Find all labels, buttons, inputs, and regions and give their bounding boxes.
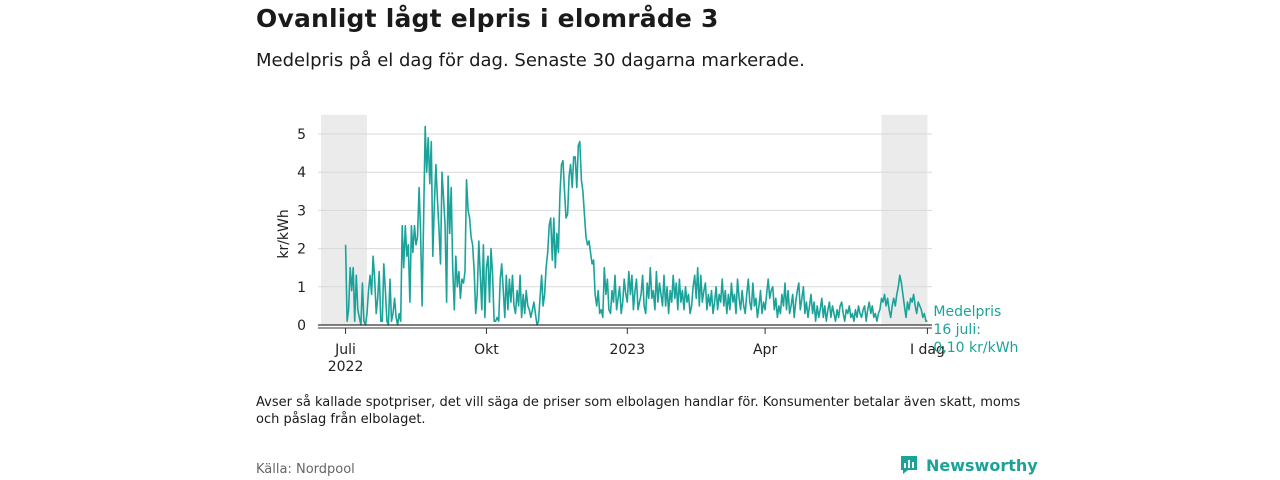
chart-subtitle: Medelpris på el dag för dag. Senaste 30 …	[256, 50, 805, 71]
series-line-0	[344, 125, 928, 326]
x-tick-label-4: I dag	[910, 342, 945, 358]
y-tick-label-1: 1	[297, 280, 306, 296]
x-tick-label-2: 2023	[609, 342, 645, 358]
zero-axis	[318, 324, 932, 329]
brand-name: Newsworthy	[926, 455, 1038, 475]
x-tick-label-1: Okt	[474, 342, 499, 358]
x-tick-sublabel-0: 2022	[328, 359, 364, 375]
newsworthy-logo: Newsworthy	[899, 454, 1038, 476]
footnote: Avser så kallade spotpriser, det vill sä…	[256, 395, 1021, 427]
highlight-band-1	[881, 114, 928, 326]
annotation-line-2: 0,10 kr/kWh	[933, 340, 1018, 356]
annotation-line-0: Medelpris	[933, 304, 1001, 320]
newsworthy-logo-icon	[901, 456, 917, 474]
price-annotation: Medelpris 16 juli: 0,10 kr/kWh	[933, 304, 1018, 356]
annotation-line-1: 16 juli:	[933, 322, 981, 338]
highlight-bands	[321, 114, 928, 326]
x-tick-label-0: Juli	[334, 342, 356, 358]
highlight-band-0	[321, 114, 367, 326]
source-note: Källa: Nordpool	[256, 462, 355, 477]
y-tick-label-4: 4	[297, 165, 306, 181]
y-axis-label: kr/kWh	[276, 209, 292, 258]
chart-title: Ovanligt lågt elpris i elområde 3	[256, 4, 719, 33]
series-layer	[344, 125, 928, 326]
y-tick-label-3: 3	[297, 203, 306, 219]
y-tick-label-0: 0	[297, 318, 306, 334]
x-tick-label-3: Apr	[753, 342, 777, 358]
y-axis-ticks: 0 1 2 3 4 5	[297, 127, 306, 334]
y-tick-label-2: 2	[297, 242, 306, 258]
y-tick-label-5: 5	[297, 127, 306, 143]
